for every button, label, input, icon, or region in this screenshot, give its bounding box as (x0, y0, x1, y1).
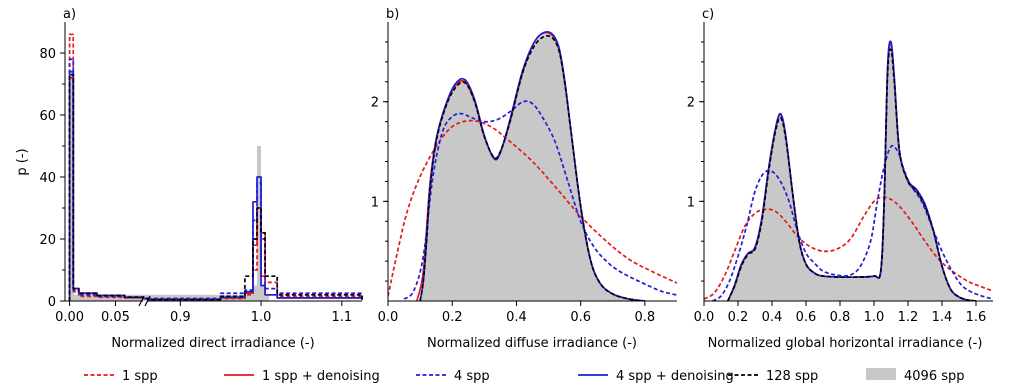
panel-c: 1 2 0.0 0.2 0.4 0.6 0.8 1.0 1.2 1.4 1.6 Normalized … (687, 7, 993, 351)
x-axis-label: Normalized diffuse irradiance (-) (427, 336, 637, 351)
legend-label: 128 spp (766, 369, 818, 384)
x-tick-label: 1.1 (331, 310, 352, 325)
legend-label: 1 spp + denoising (262, 369, 380, 384)
x-tick-label: 0.8 (635, 310, 656, 325)
histogram-bar (244, 294, 253, 301)
y-tick-label: 40 (39, 171, 56, 186)
histogram-bar (257, 146, 262, 301)
histogram-bar (261, 285, 266, 301)
x-tick-label: 0.6 (570, 310, 591, 325)
histogram-bar (265, 294, 270, 301)
legend-item: 1 spp + denoising (224, 369, 380, 384)
x-tick-label: 0.8 (830, 310, 851, 325)
x-tick-label: 1.0 (251, 310, 272, 325)
histogram-bar (252, 285, 258, 301)
x-tick-label: 0.05 (101, 310, 130, 325)
y-tick-label: 0 (48, 295, 56, 310)
y-axis-label: p (-) (15, 148, 30, 175)
x-tick-label: 1.4 (932, 310, 953, 325)
y-tick-label: 20 (39, 233, 56, 248)
panel-label: b) (386, 7, 399, 22)
x-axis-label: Normalized global horizontal irradiance … (708, 336, 983, 351)
x-tick-label: 0.0 (694, 310, 715, 325)
x-tick-label: 0.9 (170, 310, 191, 325)
x-tick-label: 0.0 (378, 310, 399, 325)
panel-label: a) (63, 7, 76, 22)
x-tick-label: 1.2 (898, 310, 919, 325)
series-line (419, 35, 645, 301)
series-line (704, 196, 993, 300)
series-line (403, 100, 677, 300)
x-tick-label: 0.6 (796, 310, 817, 325)
legend-item: 1 spp (84, 369, 158, 384)
x-tick-label: 0.4 (506, 310, 527, 325)
y-tick-label: 1 (371, 195, 379, 210)
panel-a: 0 20 40 60 80 0.00 0.05 0.9 1.0 1.1 Normalized dir… (15, 7, 363, 351)
legend-item: 4 spp (416, 369, 490, 384)
x-tick-label: 0.4 (762, 310, 783, 325)
axis-break-mark (144, 295, 151, 307)
legend-label: 1 spp (122, 369, 158, 384)
panel-label: c) (702, 7, 714, 22)
panel-b: 1 2 0.0 0.2 0.4 0.6 0.8 Normalized diffuse irra… (371, 7, 677, 351)
legend-label: 4 spp (454, 369, 490, 384)
histogram-bar (69, 71, 75, 301)
y-tick-label: 80 (39, 47, 56, 62)
series-line (388, 119, 677, 297)
legend-item: 4096 spp (866, 368, 965, 384)
legend: 1 spp 1 spp + denoising 4 spp 4 spp + denoi… (84, 368, 965, 384)
y-tick-label: 1 (687, 195, 695, 210)
x-axis-label: Normalized direct irradiance (-) (111, 336, 314, 351)
series-area (727, 46, 976, 301)
x-tick-label: 0.2 (442, 310, 463, 325)
x-tick-label: 1.0 (864, 310, 885, 325)
legend-swatch (866, 368, 896, 380)
plot-area (388, 30, 677, 301)
plot-area (704, 40, 993, 301)
x-tick-label: 0.00 (55, 310, 84, 325)
series-line (68, 58, 363, 301)
x-tick-label: 0.2 (728, 310, 749, 325)
series-line (727, 48, 977, 301)
legend-label: 4 spp + denoising (616, 369, 734, 384)
axis-break-mark (138, 295, 145, 307)
series-line (68, 73, 363, 301)
y-tick-label: 2 (371, 96, 379, 111)
y-tick-label: 60 (39, 109, 56, 124)
series-area (420, 33, 645, 301)
legend-label: 4096 spp (904, 369, 965, 384)
series-line (68, 76, 363, 301)
series-line (68, 70, 363, 301)
legend-item: 128 spp (728, 369, 818, 384)
y-tick-label: 2 (687, 96, 695, 111)
series-line (68, 33, 363, 301)
legend-item: 4 spp + denoising (578, 369, 734, 384)
histogram-bar (74, 294, 245, 301)
x-tick-label: 1.6 (966, 310, 987, 325)
